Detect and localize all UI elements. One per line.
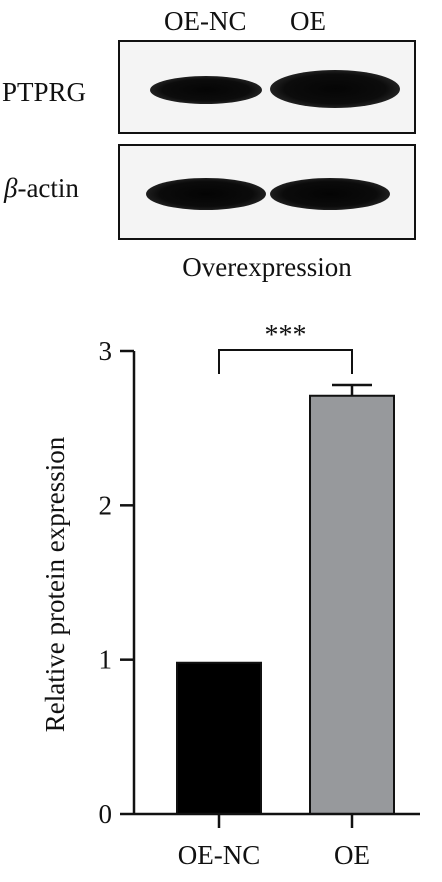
x-tick-label: OE-NC: [178, 840, 261, 870]
x-tick-label: OE: [334, 840, 370, 870]
blot-caption: Overexpression: [182, 252, 352, 282]
y-tick-label: 2: [99, 490, 113, 520]
band-ptprg-oe: [270, 70, 400, 108]
beta-symbol: β: [4, 173, 18, 203]
blot-panel-beta-actin: [118, 144, 416, 240]
lane-label-oe: OE: [290, 6, 326, 36]
band-ptprg-oe-nc: [150, 76, 262, 104]
significance-bracket-line: [218, 349, 353, 374]
y-tick-label: 3: [99, 336, 113, 366]
y-axis-label: Relative protein expression: [40, 436, 70, 732]
bar-oe: [309, 394, 395, 815]
row-label-ptprg: PTPRG: [2, 77, 87, 107]
blot-panel-ptprg: [118, 40, 416, 134]
axes-layer: [132, 351, 420, 816]
band-actin-oe: [270, 178, 390, 210]
error-bars-layer: [332, 383, 372, 396]
significance-stars: ***: [265, 320, 307, 351]
row-label-beta-actin: β-actin: [4, 173, 79, 203]
y-tick-label: 1: [99, 645, 113, 675]
x-ticks: OE-NC OE: [178, 814, 370, 870]
bar-oe-nc: [176, 661, 262, 816]
significance-bracket: ***: [218, 320, 353, 374]
lane-label-oe-nc: OE-NC: [164, 6, 247, 36]
y-tick-label: 0: [99, 799, 113, 829]
bars-layer: [176, 394, 395, 816]
y-ticks: 0 1 2 3: [99, 336, 134, 829]
band-actin-oe-nc: [146, 178, 266, 210]
actin-text: -actin: [17, 173, 79, 203]
